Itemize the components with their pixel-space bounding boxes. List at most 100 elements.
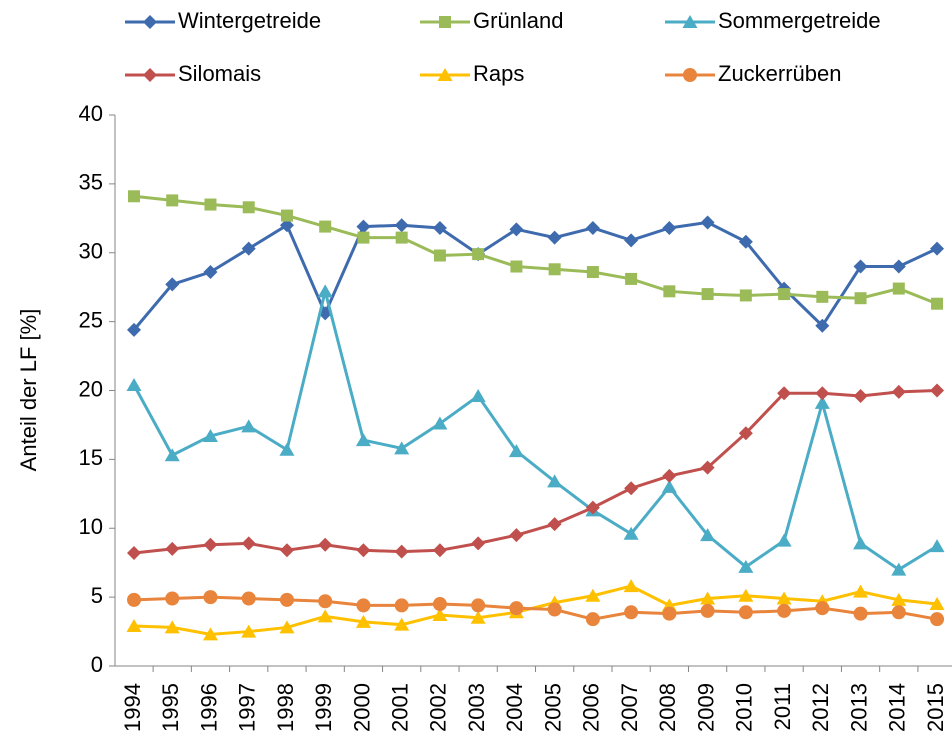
- y-tick-label: 15: [79, 445, 103, 470]
- data-point: [585, 220, 600, 235]
- data-point: [738, 234, 753, 249]
- data-point: [547, 602, 562, 617]
- legend-label: Sommergetreide: [718, 8, 881, 33]
- data-point: [394, 218, 409, 233]
- x-tick-label: 2014: [885, 683, 910, 732]
- data-point: [165, 277, 180, 292]
- data-point: [318, 537, 333, 552]
- data-point: [548, 263, 561, 276]
- data-point: [815, 386, 830, 401]
- data-point: [738, 559, 754, 573]
- data-point: [853, 389, 868, 404]
- data-point: [892, 282, 905, 295]
- data-point: [663, 285, 676, 298]
- data-point: [625, 272, 638, 285]
- x-tick-label: 2001: [387, 683, 412, 732]
- series-line: [133, 194, 938, 306]
- data-point: [662, 220, 677, 235]
- data-point: [241, 624, 257, 638]
- data-point: [394, 598, 409, 613]
- data-point: [165, 591, 180, 606]
- data-point: [891, 562, 907, 576]
- data-point: [202, 627, 218, 641]
- data-point: [777, 386, 792, 401]
- data-point: [700, 591, 716, 605]
- series-line: [133, 595, 938, 621]
- data-point: [433, 249, 446, 262]
- y-axis-label: Anteil der LF [%]: [16, 309, 41, 472]
- data-point: [470, 389, 486, 403]
- x-tick-label: 1994: [120, 683, 145, 732]
- data-point: [432, 608, 448, 622]
- data-point: [930, 612, 945, 627]
- x-tick-label: 1996: [196, 683, 221, 732]
- data-point: [357, 231, 370, 244]
- data-point: [624, 605, 639, 620]
- x-tick-label: 2003: [464, 683, 489, 732]
- data-point: [317, 284, 333, 298]
- x-tick-label: 1999: [311, 683, 336, 732]
- data-point: [700, 603, 715, 618]
- data-point: [585, 588, 601, 602]
- data-point: [356, 219, 371, 234]
- data-point: [853, 536, 869, 550]
- x-tick-label: 2004: [502, 683, 527, 732]
- legend-marker: [437, 68, 453, 81]
- data-point: [815, 318, 830, 333]
- data-point: [432, 543, 447, 558]
- data-point: [891, 592, 907, 606]
- data-point: [586, 266, 599, 279]
- data-point: [279, 218, 294, 233]
- data-point: [931, 297, 944, 310]
- data-point: [700, 528, 716, 542]
- x-tick-label: 2009: [693, 683, 718, 732]
- data-point: [471, 598, 486, 613]
- data-point: [242, 201, 255, 214]
- x-tick-label: 2002: [426, 683, 451, 732]
- data-point: [661, 479, 677, 493]
- data-point: [355, 614, 371, 628]
- data-point: [815, 601, 830, 616]
- x-tick-label: 2008: [655, 683, 680, 732]
- data-point: [394, 441, 410, 455]
- data-point: [701, 288, 714, 301]
- data-point: [241, 591, 256, 606]
- data-point: [929, 539, 945, 553]
- data-point: [853, 606, 868, 621]
- data-point: [891, 259, 906, 274]
- data-point: [816, 290, 829, 303]
- data-point: [662, 606, 677, 621]
- y-tick-label: 0: [91, 652, 103, 677]
- legend-label: Grünland: [473, 8, 564, 33]
- data-point: [776, 533, 792, 547]
- data-point: [164, 620, 180, 634]
- data-point: [509, 601, 524, 616]
- data-point: [164, 448, 180, 462]
- legend-label: Zuckerrüben: [718, 61, 842, 86]
- series-line: [132, 220, 938, 331]
- x-tick-label: 2011: [770, 683, 795, 730]
- data-point: [356, 598, 371, 613]
- data-point: [853, 259, 868, 274]
- data-point: [891, 605, 906, 620]
- data-point: [738, 426, 753, 441]
- data-point: [203, 265, 218, 280]
- data-point: [509, 222, 524, 237]
- y-tick-label: 40: [79, 101, 103, 126]
- data-point: [471, 536, 486, 551]
- x-tick-label: 2005: [540, 683, 565, 732]
- data-point: [585, 500, 600, 515]
- y-tick-label: 5: [91, 583, 103, 608]
- data-point: [394, 617, 410, 631]
- data-point: [854, 292, 867, 305]
- data-point: [241, 419, 257, 433]
- data-point: [930, 241, 945, 256]
- data-point: [203, 537, 218, 552]
- x-tick-label: 2012: [808, 683, 833, 732]
- data-point: [241, 241, 256, 256]
- y-tick-label: 35: [79, 170, 103, 195]
- data-point: [432, 597, 447, 612]
- x-tick-label: 2015: [923, 683, 948, 732]
- x-tick-label: 2013: [846, 683, 871, 732]
- data-point: [395, 231, 408, 244]
